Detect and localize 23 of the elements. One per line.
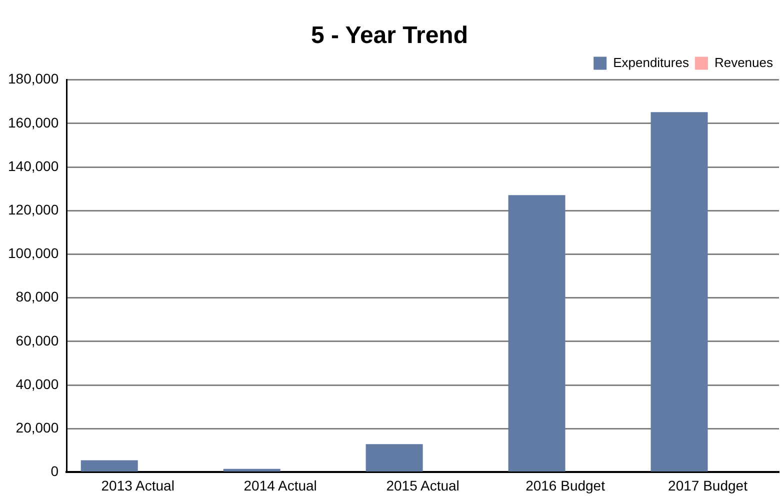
y-tick-label: 20,000	[16, 419, 59, 436]
chart-title: 5 - Year Trend	[311, 22, 468, 50]
y-tick-label: 80,000	[16, 288, 59, 305]
y-tick-label: 160,000	[8, 114, 59, 130]
y-tick-label: 0	[50, 463, 59, 480]
y-tick-label: 140,000	[8, 158, 59, 174]
x-tick-label: 2013 Actual	[101, 477, 174, 494]
y-tick-label: 120,000	[8, 201, 59, 218]
y-tick-label: 40,000	[16, 376, 59, 392]
bar	[508, 195, 566, 472]
y-tick-label: 180,000	[8, 70, 59, 87]
x-tick-label: 2017 Budget	[668, 477, 748, 494]
bar	[80, 460, 138, 472]
y-tick-label: 100,000	[8, 245, 59, 262]
x-tick-label: 2015 Actual	[386, 477, 460, 494]
x-tick-label: 2016 Budget	[526, 477, 606, 494]
legend-label: Expenditures	[613, 54, 690, 70]
bar	[223, 468, 280, 472]
y-tick-label: 60,000	[16, 332, 59, 348]
legend-label: Revenues	[714, 54, 774, 70]
x-tick-label: 2014 Actual	[244, 477, 317, 494]
bar	[366, 444, 423, 472]
bar	[650, 112, 708, 472]
